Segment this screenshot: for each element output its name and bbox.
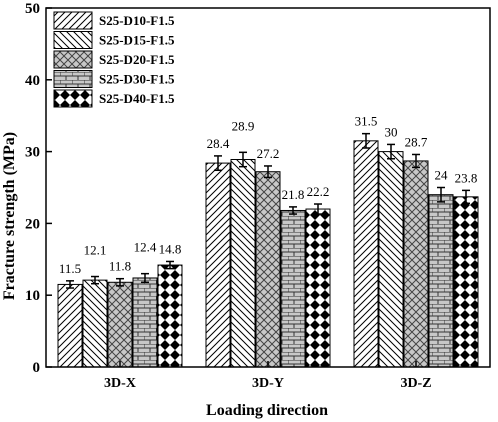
bar: [428, 194, 454, 368]
data-label: 28.9: [232, 118, 255, 133]
bar: [82, 279, 108, 368]
y-tick-label: 0: [33, 360, 41, 376]
data-label: 27.2: [257, 146, 280, 161]
bar: [255, 171, 281, 368]
error-bars-layer: [66, 132, 470, 289]
bar: [57, 283, 83, 368]
y-axis-title: Fracture strength (MPa): [1, 132, 18, 300]
bar: [280, 209, 306, 368]
bar: [205, 162, 231, 368]
bar: [305, 208, 331, 368]
data-label: 12.4: [134, 240, 157, 255]
x-tick-label: 3D-Y: [252, 376, 284, 391]
plot-frame: [45, 7, 491, 368]
y-axis: 0 10 20 30 40 50: [25, 1, 52, 376]
value-labels-layer: 11.512.111.812.4 14.8 28.428.927.2 21.8 22.2…: [59, 114, 478, 276]
x-axis-title: Loading direction: [206, 402, 328, 419]
data-label: 22.2: [307, 184, 330, 199]
data-label: 11.5: [59, 261, 81, 276]
legend-swatch: [53, 70, 93, 88]
y-tick-label: 20: [25, 216, 40, 232]
bar: [403, 160, 429, 368]
data-label: 28.7: [405, 134, 428, 149]
x-tick-label: 3D-X: [104, 376, 136, 391]
bar: [132, 277, 158, 368]
legend-swatch: [53, 31, 93, 49]
data-label: 31.5: [355, 114, 378, 129]
legend-label: S25-D15-F1.5: [99, 33, 175, 48]
bar: [353, 140, 379, 368]
legend-label: S25-D10-F1.5: [99, 13, 175, 28]
bars-layer: [57, 140, 479, 368]
bar: [230, 158, 256, 368]
bar: [107, 281, 133, 368]
data-label: 12.1: [84, 243, 107, 258]
data-label: 28.4: [207, 136, 230, 151]
data-label: 23.8: [455, 170, 478, 185]
y-tick-label: 10: [25, 288, 40, 304]
data-label: 21.8: [282, 187, 305, 202]
data-label: 11.8: [109, 259, 131, 274]
bar: [453, 196, 479, 368]
legend-label: S25-D30-F1.5: [99, 72, 175, 87]
bar: [157, 264, 183, 368]
y-tick-label: 30: [25, 145, 40, 161]
legend-swatch: [53, 50, 93, 69]
legend-swatch: [53, 89, 93, 108]
legend: S25-D10-F1.5 S25-D15-F1.5 S25-D20-F1.5 S25-…: [53, 11, 175, 108]
y-tick-label: 40: [25, 73, 40, 89]
data-label: 30: [385, 124, 398, 139]
bar: [378, 151, 404, 368]
data-label: 14.8: [159, 241, 182, 256]
data-label: 24: [435, 168, 449, 183]
legend-label: S25-D20-F1.5: [99, 52, 175, 67]
legend-swatch: [53, 11, 93, 30]
y-tick-label: 50: [25, 1, 40, 17]
legend-label: S25-D40-F1.5: [99, 91, 175, 106]
x-axis: 3D-X 3D-Y 3D-Z: [104, 361, 432, 391]
x-tick-label: 3D-Z: [400, 376, 431, 391]
